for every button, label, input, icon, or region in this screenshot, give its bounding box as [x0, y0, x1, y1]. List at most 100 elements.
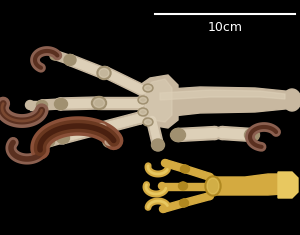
Ellipse shape [161, 160, 169, 167]
Ellipse shape [182, 165, 188, 172]
Ellipse shape [37, 100, 47, 110]
Ellipse shape [50, 51, 59, 59]
Polygon shape [61, 124, 101, 142]
Polygon shape [213, 174, 290, 195]
Polygon shape [183, 193, 211, 206]
Ellipse shape [179, 199, 188, 207]
Ellipse shape [98, 67, 109, 78]
Polygon shape [183, 183, 210, 189]
Polygon shape [68, 55, 105, 78]
Ellipse shape [143, 84, 153, 92]
Polygon shape [155, 87, 295, 118]
Ellipse shape [92, 97, 106, 110]
Polygon shape [162, 200, 185, 212]
Ellipse shape [136, 85, 148, 95]
Ellipse shape [136, 114, 144, 122]
Ellipse shape [211, 129, 220, 137]
Ellipse shape [145, 86, 152, 90]
Polygon shape [145, 79, 172, 122]
Ellipse shape [138, 96, 148, 104]
Polygon shape [103, 68, 144, 94]
Polygon shape [162, 183, 183, 189]
Ellipse shape [134, 97, 146, 109]
Polygon shape [68, 56, 104, 77]
Ellipse shape [99, 68, 109, 78]
Ellipse shape [96, 122, 108, 134]
Polygon shape [103, 67, 144, 95]
Ellipse shape [146, 114, 158, 125]
Ellipse shape [248, 130, 256, 140]
Ellipse shape [179, 183, 187, 189]
Ellipse shape [206, 173, 214, 180]
Ellipse shape [92, 97, 104, 109]
Ellipse shape [44, 137, 55, 146]
Ellipse shape [98, 124, 106, 132]
Ellipse shape [283, 89, 300, 111]
Ellipse shape [179, 183, 187, 189]
Ellipse shape [34, 141, 43, 149]
Polygon shape [37, 138, 49, 149]
Ellipse shape [58, 134, 66, 142]
Polygon shape [184, 166, 211, 180]
Ellipse shape [181, 200, 188, 207]
Ellipse shape [54, 98, 66, 110]
Ellipse shape [57, 133, 67, 143]
Ellipse shape [105, 138, 115, 145]
Ellipse shape [182, 165, 188, 172]
Polygon shape [61, 122, 101, 144]
Ellipse shape [56, 132, 68, 144]
Polygon shape [54, 51, 71, 64]
Ellipse shape [178, 182, 188, 190]
Ellipse shape [215, 126, 229, 140]
Ellipse shape [103, 137, 117, 148]
Ellipse shape [101, 68, 109, 76]
Polygon shape [46, 133, 63, 147]
Ellipse shape [207, 178, 219, 194]
Ellipse shape [94, 99, 102, 107]
Ellipse shape [96, 99, 104, 107]
Polygon shape [222, 126, 252, 141]
Ellipse shape [181, 165, 190, 173]
Ellipse shape [43, 137, 53, 147]
Ellipse shape [170, 129, 185, 141]
Polygon shape [100, 112, 142, 134]
Polygon shape [222, 129, 252, 140]
Polygon shape [160, 90, 285, 100]
Ellipse shape [55, 98, 68, 110]
Ellipse shape [96, 124, 104, 132]
Ellipse shape [37, 101, 47, 110]
Ellipse shape [56, 133, 70, 144]
Ellipse shape [245, 129, 259, 141]
Ellipse shape [55, 99, 65, 109]
Ellipse shape [50, 52, 60, 60]
Ellipse shape [208, 126, 221, 140]
Polygon shape [140, 75, 178, 128]
Ellipse shape [154, 141, 161, 149]
Polygon shape [30, 101, 42, 110]
Ellipse shape [97, 67, 111, 79]
Ellipse shape [100, 67, 110, 78]
Polygon shape [60, 97, 98, 110]
Ellipse shape [140, 110, 146, 114]
Polygon shape [42, 99, 60, 110]
Ellipse shape [205, 176, 221, 196]
Ellipse shape [134, 112, 146, 124]
Ellipse shape [138, 108, 148, 116]
Ellipse shape [152, 139, 164, 151]
Ellipse shape [173, 130, 182, 140]
Text: 10cm: 10cm [208, 21, 242, 34]
Polygon shape [178, 129, 215, 140]
Ellipse shape [136, 99, 144, 107]
Ellipse shape [95, 124, 106, 133]
Ellipse shape [64, 55, 76, 66]
Polygon shape [100, 97, 140, 109]
Ellipse shape [140, 98, 146, 102]
Ellipse shape [26, 101, 34, 110]
Ellipse shape [172, 129, 184, 141]
Polygon shape [148, 119, 161, 146]
Polygon shape [164, 160, 186, 172]
Ellipse shape [158, 183, 166, 189]
Ellipse shape [160, 205, 167, 212]
Ellipse shape [44, 137, 52, 146]
Ellipse shape [148, 117, 155, 124]
